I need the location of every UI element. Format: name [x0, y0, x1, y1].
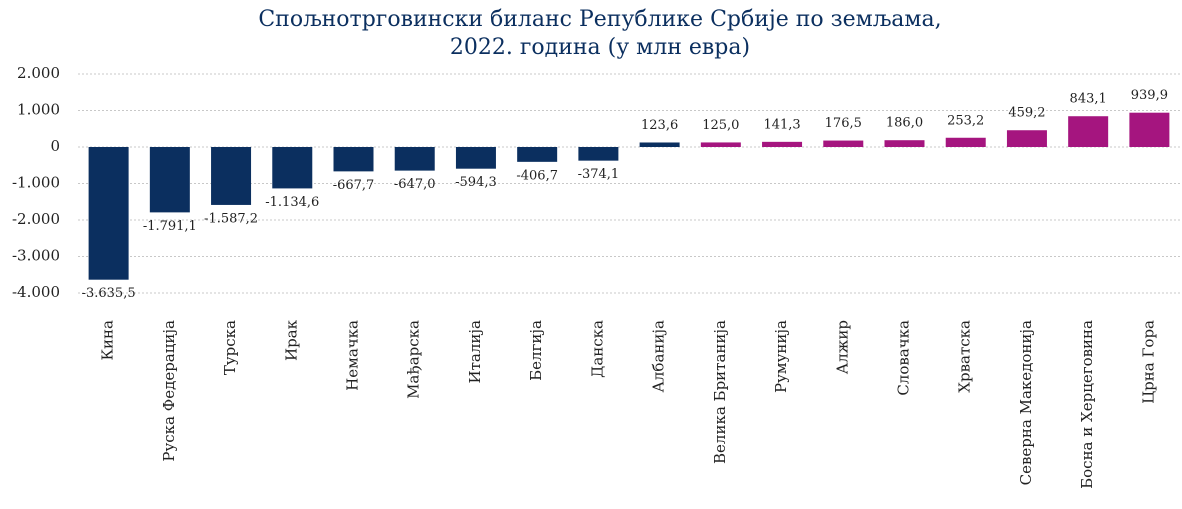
value-label: 125,0 — [702, 118, 739, 133]
x-tick-label: Данска — [588, 320, 606, 378]
bar — [88, 147, 129, 280]
bar — [394, 147, 435, 171]
x-tick-label: Румунија — [772, 320, 790, 393]
value-label: -1.791,1 — [143, 219, 197, 234]
x-tick-label: Хрватска — [956, 320, 974, 393]
chart-title: 2022. година (у млн евра) — [450, 35, 750, 60]
bar — [823, 140, 864, 147]
y-tick-label: -4.000 — [12, 283, 60, 301]
y-tick-label: -2.000 — [12, 210, 60, 228]
x-tick-label: Словачка — [895, 320, 913, 396]
y-tick-label: -1.000 — [12, 174, 60, 192]
value-label: 253,2 — [947, 113, 984, 128]
x-tick-label: Ирак — [282, 319, 300, 361]
x-tick-label: Алжир — [833, 320, 851, 374]
x-tick-label: Белгија — [527, 320, 545, 381]
value-label: -1.134,6 — [265, 195, 319, 210]
x-tick-label: Северна Македонија — [1017, 320, 1035, 485]
bar — [272, 147, 313, 189]
bar — [1129, 112, 1170, 147]
value-label: -3.635,5 — [82, 286, 136, 301]
bar — [333, 147, 374, 172]
chart-title: Спољнотрговински биланс Републике Србије… — [258, 7, 941, 32]
bar — [884, 140, 925, 147]
value-label: 939,9 — [1131, 88, 1168, 103]
bar — [1006, 130, 1047, 147]
bar — [700, 142, 741, 147]
bar — [762, 141, 803, 147]
y-tick-label: 1.000 — [17, 101, 60, 119]
y-tick-label: 0 — [50, 137, 60, 155]
x-tick-label: Италија — [466, 320, 484, 383]
y-tick-label: 2.000 — [17, 64, 60, 82]
x-tick-label: Албанија — [650, 320, 668, 393]
bar — [578, 147, 619, 161]
x-tick-label: Велика Британија — [711, 320, 729, 464]
x-tick-label: Руска Федерација — [160, 320, 178, 462]
value-label: 459,2 — [1008, 106, 1045, 121]
x-tick-label: Мађарска — [405, 320, 423, 399]
value-label: 843,1 — [1070, 92, 1107, 107]
bar — [455, 147, 496, 169]
value-label: 176,5 — [825, 116, 862, 131]
bar — [517, 147, 558, 162]
value-label: -647,0 — [394, 177, 436, 192]
x-tick-label: Кина — [99, 320, 117, 361]
bar — [639, 142, 680, 147]
value-label: 141,3 — [763, 117, 800, 132]
y-tick-label: -3.000 — [12, 247, 60, 265]
value-label: 186,0 — [886, 116, 923, 131]
value-label: -374,1 — [578, 167, 620, 182]
x-tick-label: Турска — [221, 320, 239, 375]
x-tick-label: Црна Гора — [1139, 320, 1157, 404]
value-label: -667,7 — [333, 178, 375, 193]
x-tick-label: Босна и Херцеговина — [1078, 320, 1096, 489]
value-label: -406,7 — [516, 168, 558, 183]
value-label: -594,3 — [455, 175, 497, 190]
bar — [945, 137, 986, 147]
value-label: -1.587,2 — [204, 211, 258, 226]
x-tick-label: Немачка — [344, 320, 362, 391]
bar — [211, 147, 252, 205]
bar — [1068, 116, 1109, 147]
value-label: 123,6 — [641, 118, 678, 133]
bar — [149, 147, 190, 213]
